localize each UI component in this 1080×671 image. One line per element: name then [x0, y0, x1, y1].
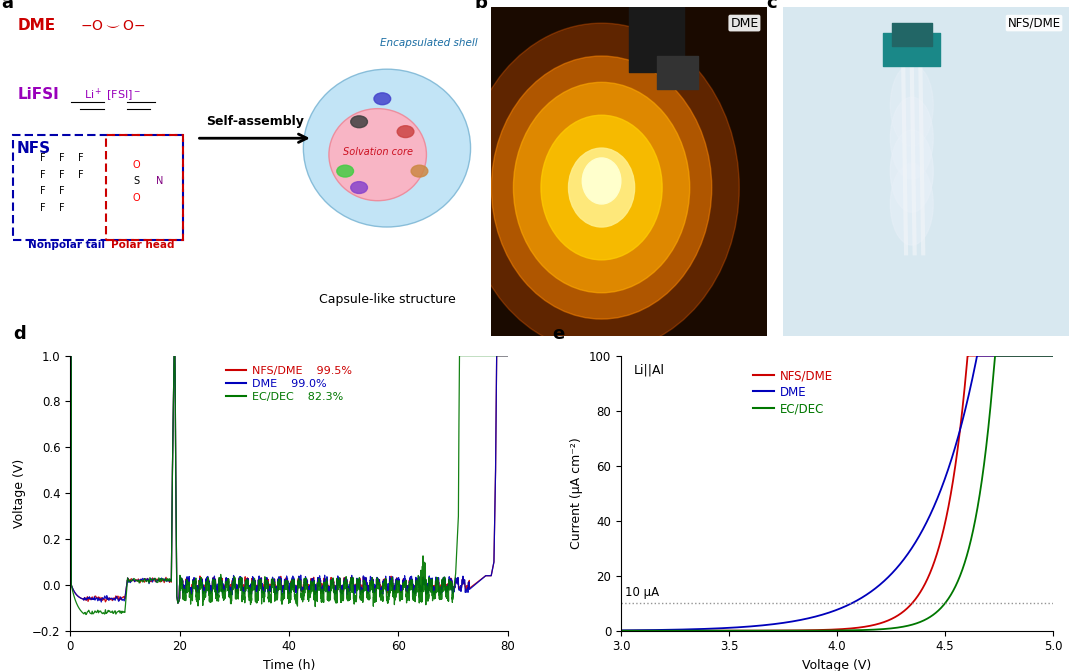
Circle shape — [411, 165, 428, 177]
Text: 10 μA: 10 μA — [625, 586, 660, 599]
Text: F: F — [59, 153, 65, 163]
Text: e: e — [552, 325, 564, 343]
Circle shape — [397, 125, 414, 138]
Text: LiFSI: LiFSI — [17, 87, 59, 102]
Text: a: a — [1, 0, 14, 11]
Text: N: N — [156, 176, 163, 187]
Text: Encapsulated shell: Encapsulated shell — [380, 38, 477, 48]
Circle shape — [464, 23, 739, 352]
Circle shape — [374, 93, 391, 105]
Text: c: c — [766, 0, 777, 11]
Text: b: b — [475, 0, 488, 11]
Circle shape — [568, 148, 635, 227]
Text: F: F — [40, 170, 46, 180]
Text: NFS/DME: NFS/DME — [1008, 17, 1061, 30]
Text: F: F — [78, 153, 83, 163]
Legend: NFS/DME, DME, EC/DEC: NFS/DME, DME, EC/DEC — [747, 364, 838, 420]
Text: F: F — [59, 186, 65, 196]
Text: S: S — [133, 176, 139, 187]
Text: O: O — [133, 160, 140, 170]
Ellipse shape — [890, 64, 933, 146]
X-axis label: Time (h): Time (h) — [262, 659, 315, 671]
Circle shape — [513, 83, 690, 293]
Text: F: F — [78, 170, 83, 180]
Circle shape — [541, 115, 662, 260]
Circle shape — [491, 56, 712, 319]
Text: Li||Al: Li||Al — [634, 364, 665, 377]
Circle shape — [351, 182, 367, 193]
Circle shape — [351, 116, 367, 127]
Legend: NFS/DME    99.5%, DME    99.0%, EC/DEC    82.3%: NFS/DME 99.5%, DME 99.0%, EC/DEC 82.3% — [221, 361, 356, 407]
Y-axis label: Current (μA cm⁻²): Current (μA cm⁻²) — [570, 437, 583, 549]
Text: F: F — [59, 170, 65, 180]
Text: F: F — [40, 153, 46, 163]
Text: Nonpolar tail: Nonpolar tail — [28, 240, 105, 250]
Y-axis label: Voltage (V): Voltage (V) — [13, 458, 26, 528]
Ellipse shape — [890, 130, 933, 212]
Text: Polar head: Polar head — [111, 240, 175, 250]
Text: Capsule-like structure: Capsule-like structure — [319, 293, 456, 305]
Text: O: O — [133, 193, 140, 203]
Text: Li$^+$ [FSI]$^-$: Li$^+$ [FSI]$^-$ — [84, 87, 141, 104]
Ellipse shape — [303, 69, 471, 227]
Text: Solvation core: Solvation core — [342, 147, 413, 156]
Ellipse shape — [890, 163, 933, 245]
Text: F: F — [40, 203, 46, 213]
Ellipse shape — [890, 97, 933, 179]
Circle shape — [582, 158, 621, 204]
Text: NFS: NFS — [17, 141, 51, 156]
Text: Self-assembly: Self-assembly — [205, 115, 303, 128]
Text: $-$O$\smile$O$-$: $-$O$\smile$O$-$ — [80, 19, 146, 33]
Text: F: F — [59, 203, 65, 213]
X-axis label: Voltage (V): Voltage (V) — [802, 659, 872, 671]
Text: DME: DME — [730, 17, 758, 30]
Text: F: F — [40, 186, 46, 196]
Text: d: d — [13, 325, 26, 343]
Ellipse shape — [329, 109, 427, 201]
Text: DME: DME — [17, 17, 55, 33]
Circle shape — [337, 165, 353, 177]
